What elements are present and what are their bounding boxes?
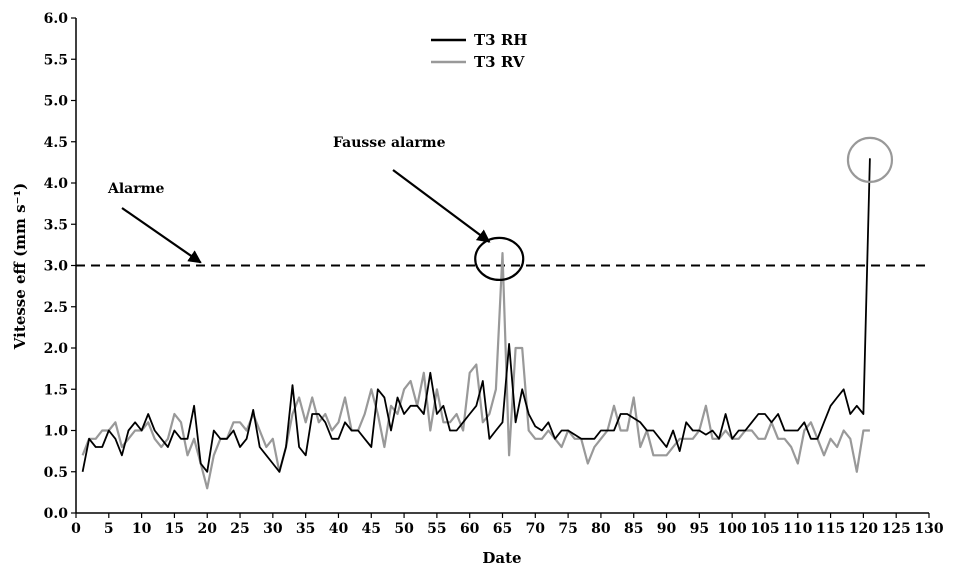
x-tick-label: 70 [526, 521, 546, 537]
x-tick-label: 45 [362, 521, 381, 537]
x-tick-label: 85 [624, 521, 643, 537]
x-tick-label: 105 [750, 521, 779, 537]
x-tick-label: 30 [263, 521, 283, 537]
legend-label: T3 RH [474, 31, 527, 49]
annotation-arrow [392, 169, 491, 243]
legend-label: T3 RV [474, 53, 525, 71]
x-tick-label: 95 [690, 521, 709, 537]
legend: T3 RH T3 RV [431, 31, 527, 71]
series-line-t3-rh [81, 158, 871, 473]
x-tick-label: 5 [104, 521, 114, 537]
x-tick-label: 100 [718, 521, 747, 537]
x-tick-label: 20 [197, 521, 217, 537]
annotation-arrow [121, 207, 202, 264]
y-tick-label: 3.0 [44, 259, 69, 275]
x-tick-label: 125 [882, 521, 911, 537]
highlight-circles [474, 136, 894, 281]
y-tick-label: 0.0 [44, 506, 69, 522]
x-tick-label: 10 [132, 521, 152, 537]
annotation-label: Fausse alarme [333, 135, 446, 151]
y-tick-label: 0.5 [44, 465, 68, 481]
y-tick-label: 6.0 [44, 11, 69, 27]
x-tick-label: 60 [460, 521, 480, 537]
x-axis-title: Date [482, 549, 521, 567]
y-tick-label: 1.0 [44, 424, 69, 440]
y-tick-label: 1.5 [44, 382, 68, 398]
x-tick-label: 50 [394, 521, 414, 537]
x-tick-label: 35 [296, 521, 315, 537]
x-tick-label: 115 [816, 521, 845, 537]
x-tick-label: 15 [165, 521, 184, 537]
x-tick-label: 40 [329, 521, 349, 537]
y-axis-title: Vitesse eff (mm s⁻¹) [11, 183, 29, 350]
y-tick-label: 4.5 [44, 135, 68, 151]
annotation-label: Alarme [107, 181, 164, 197]
x-tick-label: 75 [558, 521, 577, 537]
x-tick-label: 0 [71, 521, 81, 537]
x-tick-label: 90 [657, 521, 677, 537]
x-tick-label: 25 [230, 521, 249, 537]
x-tick-label: 55 [427, 521, 446, 537]
series-lines [81, 158, 871, 490]
y-tick-label: 5.0 [44, 94, 69, 110]
x-tick-label: 65 [493, 521, 512, 537]
x-tick-label: 130 [914, 521, 943, 537]
highlight-circle [474, 236, 525, 281]
y-tick-label: 4.0 [44, 176, 69, 192]
y-tick-label: 3.5 [44, 217, 68, 233]
y-axis-ticks: 0.0 0.5 1.0 1.5 2.0 2.5 3.0 3.5 4.0 4.5 5.0 5.5 6.0 [44, 11, 76, 522]
series-line-t3-rv [81, 252, 870, 490]
x-tick-label: 80 [591, 521, 611, 537]
x-tick-label: 120 [849, 521, 878, 537]
x-tick-label: 110 [783, 521, 812, 537]
y-tick-label: 2.0 [44, 341, 69, 357]
highlight-circle [846, 136, 894, 183]
y-tick-label: 5.5 [44, 52, 68, 68]
annotations: Alarme Fausse alarme [107, 135, 491, 264]
x-axis-ticks: 0 5 10 15 20 25 30 35 40 45 50 55 60 65 70 75 80 85 90 95 10… [71, 513, 944, 537]
y-tick-label: 2.5 [44, 300, 68, 316]
